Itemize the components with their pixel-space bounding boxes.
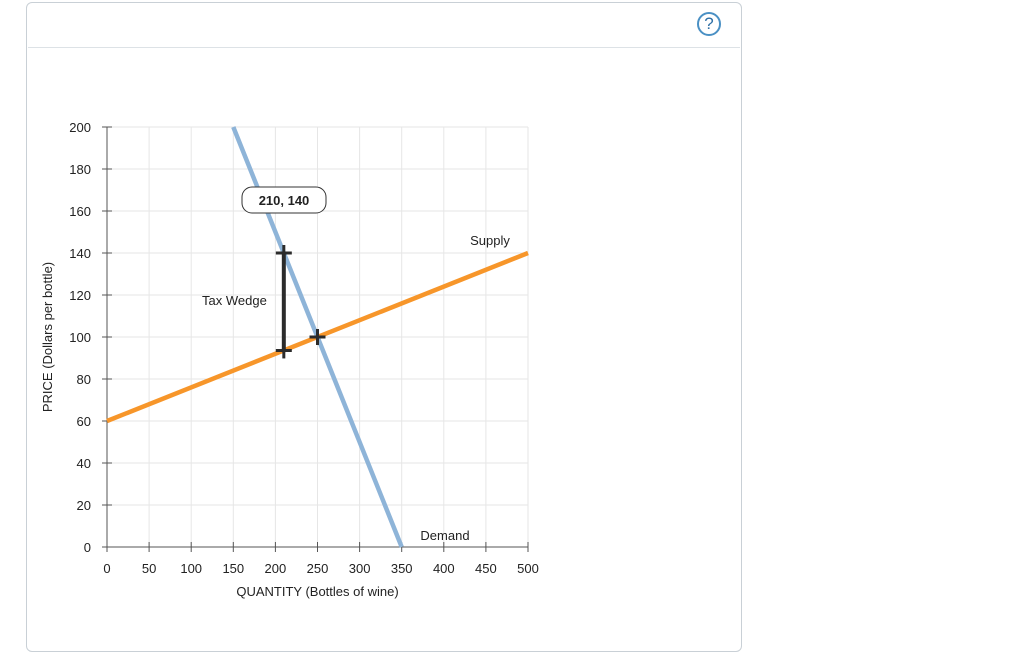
x-tick-label-200: 200 (265, 561, 287, 576)
x-tick-label-0: 0 (103, 561, 110, 576)
x-axis-title: QUANTITY (Bottles of wine) (236, 584, 398, 599)
x-tick-label-300: 300 (349, 561, 371, 576)
y-tick-label-40: 40 (77, 456, 91, 471)
y-tick-label-120: 120 (69, 288, 91, 303)
seller-price-point (275, 342, 292, 359)
grid (107, 126, 529, 547)
x-tick-label-450: 450 (475, 561, 497, 576)
y-axis-title: PRICE (Dollars per bottle) (40, 262, 55, 412)
x-tick-label-500: 500 (517, 561, 539, 576)
x-tick-label-250: 250 (307, 561, 329, 576)
labels: QUANTITY (Bottles of wine) PRICE (Dollars… (40, 186, 510, 599)
panel-divider (28, 47, 740, 48)
y-tick-label-160: 160 (69, 204, 91, 219)
buyer-price-point (275, 245, 292, 261)
markers (275, 245, 326, 359)
supply-label: Supply (470, 233, 510, 248)
x-tick-label-150: 150 (222, 561, 244, 576)
x-tick-label-400: 400 (433, 561, 455, 576)
x-tick-label-50: 50 (142, 561, 156, 576)
y-tick-label-60: 60 (77, 414, 91, 429)
point-tooltip-text: 210, 140 (259, 193, 310, 208)
y-tick-label-100: 100 (69, 330, 91, 345)
point-tooltip-box (241, 186, 327, 214)
y-tick-label-0: 0 (84, 540, 91, 555)
equilibrium-point (309, 329, 326, 345)
y-tick-label-200: 200 (69, 120, 91, 135)
point-tooltip: 210, 140 (241, 186, 327, 214)
help-button[interactable]: ? (697, 12, 721, 36)
ticks: 0 50 100 150 200 250 300 350 400 450 500 0 20 40 60 80 1… (69, 120, 539, 576)
demand-label: Demand (420, 528, 469, 543)
y-tick-label-140: 140 (69, 246, 91, 261)
y-tick-label-20: 20 (77, 498, 91, 513)
y-tick-label-180: 180 (69, 162, 91, 177)
x-tick-label-100: 100 (180, 561, 202, 576)
tax-wedge-group: Tax Wedge (202, 253, 286, 351)
x-tick-label-350: 350 (391, 561, 413, 576)
y-tick-label-80: 80 (77, 372, 91, 387)
tax-wedge-label: Tax Wedge (202, 293, 267, 308)
graph-panel: ? (26, 2, 742, 652)
